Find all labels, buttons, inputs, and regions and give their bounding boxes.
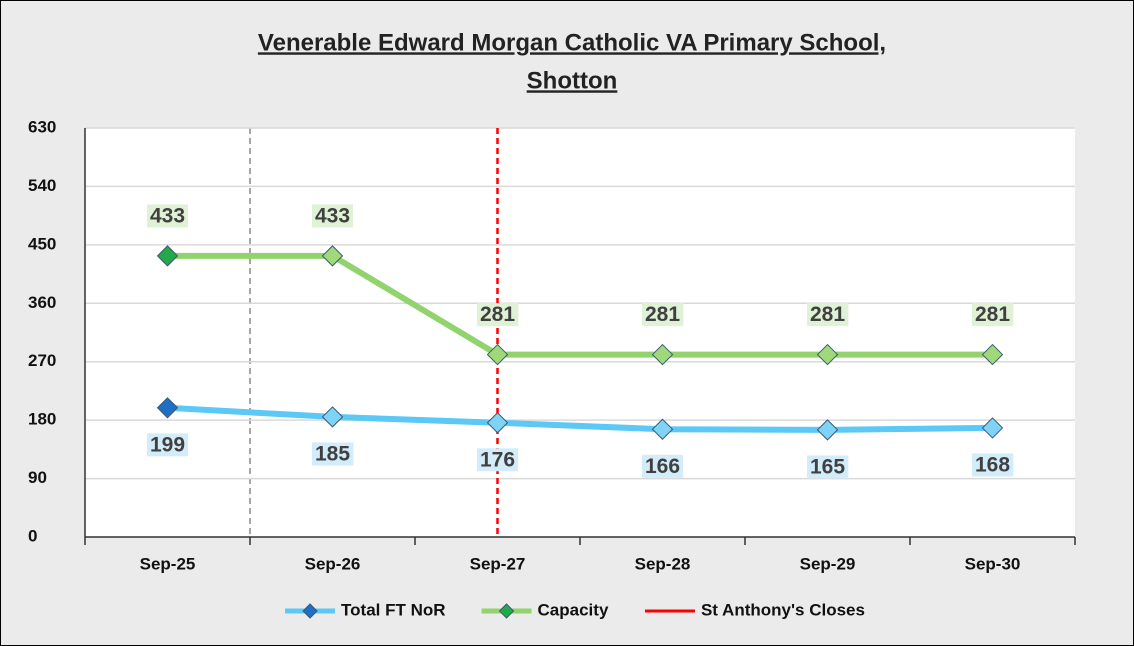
series-line xyxy=(167,252,993,358)
x-tick-label: Sep-26 xyxy=(305,554,361,573)
series-line xyxy=(167,404,993,433)
data-label-background xyxy=(641,454,684,478)
data-point xyxy=(651,343,674,366)
legend-label: St Anthony's Closes xyxy=(701,600,865,619)
data-label-background xyxy=(476,303,519,327)
y-tick-label: 450 xyxy=(28,234,56,253)
data-label: 199 xyxy=(150,433,185,456)
y-tick-label: 180 xyxy=(28,410,56,429)
data-point xyxy=(981,417,1004,439)
data-point xyxy=(486,343,509,366)
data-label-background xyxy=(146,204,189,228)
data-point xyxy=(816,343,839,366)
data-label: 433 xyxy=(150,204,185,227)
x-tick-label: Sep-25 xyxy=(140,554,196,573)
data-label: 281 xyxy=(480,303,515,326)
data-point xyxy=(156,245,179,267)
legend-label: Capacity xyxy=(538,600,609,619)
data-point xyxy=(651,418,674,440)
x-tick-label: Sep-28 xyxy=(635,554,691,573)
legend-marker xyxy=(302,603,318,619)
y-tick-label: 90 xyxy=(28,468,47,487)
data-label: 433 xyxy=(315,204,350,227)
data-point xyxy=(816,419,839,441)
data-point xyxy=(321,245,344,267)
chart-title: Shotton xyxy=(527,67,618,94)
y-tick-label: 540 xyxy=(28,176,56,195)
x-tick-label: Sep-30 xyxy=(965,554,1021,573)
x-tick-label: Sep-29 xyxy=(800,554,856,573)
data-label: 168 xyxy=(975,453,1010,476)
data-label-background xyxy=(311,204,354,228)
legend-label: Total FT NoR xyxy=(341,600,446,619)
y-tick-label: 630 xyxy=(28,117,56,136)
data-point xyxy=(156,397,179,419)
data-label-background xyxy=(971,303,1014,327)
y-tick-label: 360 xyxy=(28,293,56,312)
data-label-background xyxy=(806,455,849,479)
data-label: 281 xyxy=(645,303,680,326)
data-label: 166 xyxy=(645,455,680,478)
data-label-background xyxy=(971,453,1014,477)
plot-area xyxy=(85,128,1075,537)
data-label: 176 xyxy=(480,448,515,471)
data-label-background xyxy=(476,448,519,472)
data-label: 281 xyxy=(810,303,845,326)
data-point xyxy=(981,343,1004,366)
data-label-background xyxy=(146,433,189,457)
data-label-background xyxy=(311,442,354,466)
data-point xyxy=(486,412,509,434)
chart-title: Venerable Edward Morgan Catholic VA Prim… xyxy=(258,29,886,56)
legend-marker xyxy=(498,603,515,619)
data-label-background xyxy=(806,303,849,327)
data-label: 165 xyxy=(810,455,845,478)
data-label-background xyxy=(641,303,684,327)
x-tick-label: Sep-27 xyxy=(470,554,526,573)
data-point xyxy=(321,406,344,428)
data-label: 185 xyxy=(315,442,350,465)
y-tick-label: 0 xyxy=(28,526,37,545)
data-label: 281 xyxy=(975,303,1010,326)
y-tick-label: 270 xyxy=(28,351,56,370)
